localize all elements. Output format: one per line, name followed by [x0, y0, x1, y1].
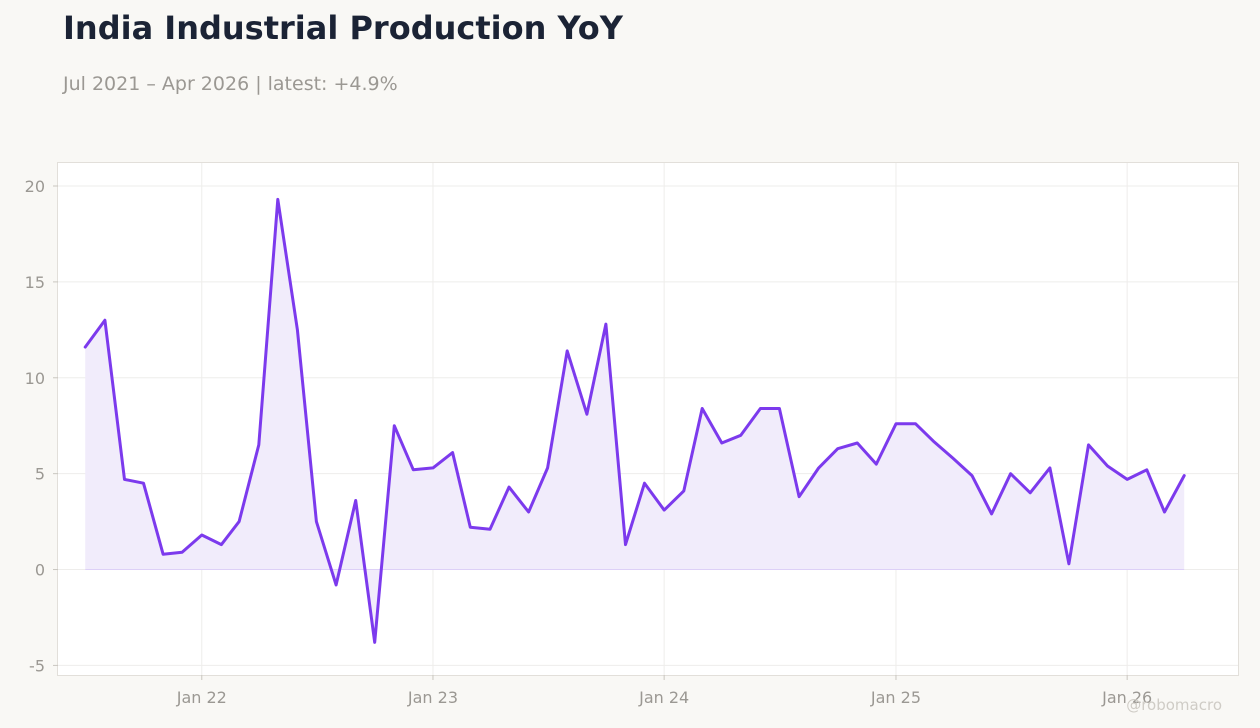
plot-area — [57, 162, 1239, 676]
watermark: @robomacro — [1126, 696, 1222, 714]
y-tick-label: 5 — [35, 465, 45, 484]
x-tick-label: Jan 22 — [176, 688, 227, 707]
x-tick-label: Jan 24 — [638, 688, 689, 707]
chart-subtitle: Jul 2021 – Apr 2026 | latest: +4.9% — [63, 73, 398, 95]
x-tick-label: Jan 25 — [870, 688, 921, 707]
line-layer — [83, 197, 1186, 644]
series-area — [85, 199, 1185, 643]
y-tick-label: 20 — [25, 177, 45, 196]
area-layer — [85, 199, 1185, 643]
x-tick-label: Jan 23 — [407, 688, 458, 707]
grid-lines — [58, 163, 1238, 675]
y-tick-label: -5 — [29, 656, 45, 675]
x-axis: Jan 22 Jan 23 Jan 24 Jan 25 Jan 26 — [176, 675, 1152, 707]
y-tick-label: 0 — [35, 561, 45, 580]
x-tick-label: Jan 26 — [1101, 688, 1152, 707]
y-tick-label: 10 — [25, 369, 45, 388]
chart-title: India Industrial Production YoY — [63, 9, 623, 47]
series-line — [83, 197, 1186, 644]
y-tick-label: 15 — [25, 273, 45, 292]
y-axis: -5 0 5 10 15 20 — [25, 177, 58, 675]
